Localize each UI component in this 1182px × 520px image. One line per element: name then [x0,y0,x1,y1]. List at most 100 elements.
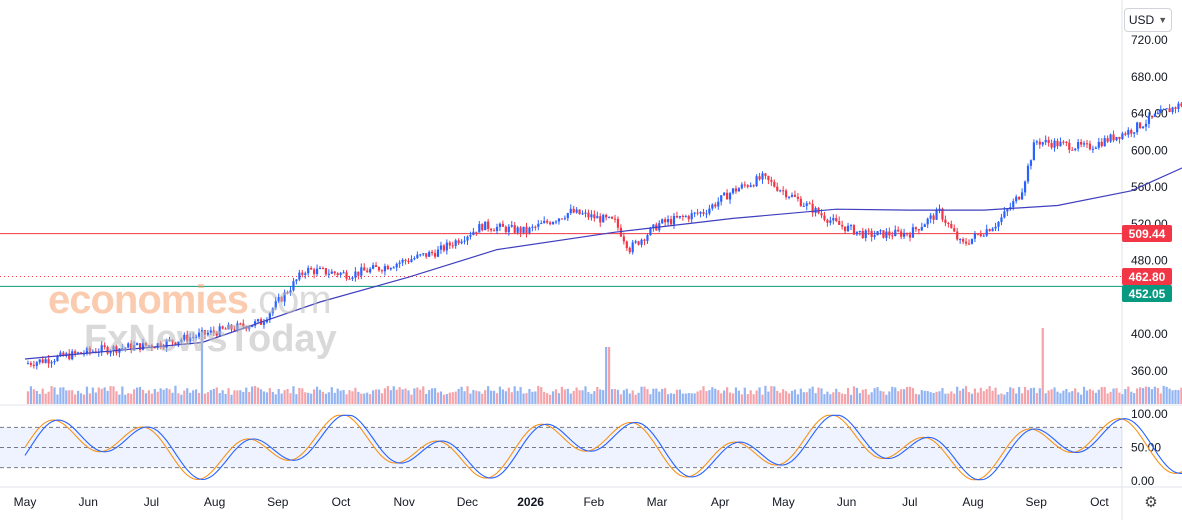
candle-body [91,351,94,353]
candle-body [546,220,549,223]
volume-bar [159,388,162,404]
candle-body [510,225,513,227]
candle-body [428,251,431,257]
candle-body [581,213,584,215]
volume-bar [1118,392,1121,404]
volume-bar [782,389,785,404]
candle-body [947,222,950,224]
volume-bar [127,393,130,404]
volume-bar [56,394,59,404]
volume-bar [814,393,817,404]
volume-bar [917,394,920,404]
candle-body [29,363,32,365]
candle-body [460,241,463,244]
candle-body [634,241,637,243]
volume-bar [1165,386,1168,404]
volume-bar [1009,387,1012,404]
volume-bar [944,393,947,404]
candle-body [59,352,62,356]
volume-bar [844,394,847,404]
candle-body [451,245,454,247]
volume-bar [1124,389,1127,404]
volume-bar [1050,389,1053,404]
candle-body [357,271,360,276]
candle-body [543,220,546,224]
volume-bar [436,392,440,404]
volume-bar [1077,392,1080,404]
candle-body [433,253,437,257]
volume-bar [926,391,929,404]
volume-bar [1133,393,1136,404]
volume-bar [233,390,236,404]
candle-body [640,239,643,245]
candle-body [492,230,496,232]
candle-body [908,234,912,238]
candle-body [1124,133,1127,135]
volume-bar [690,393,693,404]
candle-body [327,273,330,275]
volume-bar [360,393,363,404]
candle-body [1136,122,1139,133]
candle-body [313,269,316,275]
time-tick-label: Feb [583,495,604,509]
candle-body [950,223,953,229]
volume-bar [605,347,608,404]
candle-body [206,332,209,335]
candle-body [431,251,434,254]
volume-bar [239,390,242,404]
volume-bar [891,386,894,404]
volume-bar [696,391,699,404]
candle-body [186,334,189,342]
volume-bar [307,392,310,404]
candle-body [1080,142,1083,145]
candle-body [696,212,699,214]
volume-bar [643,386,646,404]
candle-body [1023,181,1027,193]
volume-bar [106,390,109,404]
volume-bar [112,386,115,404]
time-tick-label: Sep [267,495,289,509]
volume-bar [156,391,159,404]
volume-bar [976,392,979,404]
candle-body [746,185,749,187]
candle-body [469,234,472,237]
candle-body [534,226,537,228]
candle-body [540,223,543,225]
volume-bar [1012,388,1015,404]
volume-bar [189,392,192,404]
volume-bar [593,391,596,404]
candle-body [613,218,617,220]
candle-body [345,272,348,279]
candle-body [315,268,319,275]
volume-bar [817,387,820,404]
candle-body [516,227,519,233]
candle-body [734,188,738,192]
candle-body [112,346,115,352]
volume-bar [59,387,62,404]
candle-body [560,218,563,220]
candle-body [823,215,826,220]
candle-body [761,173,764,180]
volume-bar [487,386,490,404]
time-tick-label: Oct [332,495,351,509]
candle-body [661,219,664,224]
volume-bar [422,386,425,404]
candle-body [1062,141,1065,143]
gear-icon[interactable]: ⚙ [1144,494,1158,511]
candle-body [923,224,926,227]
volume-bar [460,386,463,404]
volume-bar [248,391,251,404]
volume-bar [351,391,354,404]
volume-bar [852,386,856,404]
candle-body [498,223,502,227]
candle-body [366,270,369,273]
volume-bar [964,386,968,404]
time-tick-label: May [14,495,37,509]
candle-body [230,324,233,330]
candle-body [610,216,614,219]
volume-bar [472,389,475,404]
currency-selector[interactable]: USD ▼ [1124,8,1172,32]
candle-body [749,185,752,187]
candle-body [944,219,947,223]
